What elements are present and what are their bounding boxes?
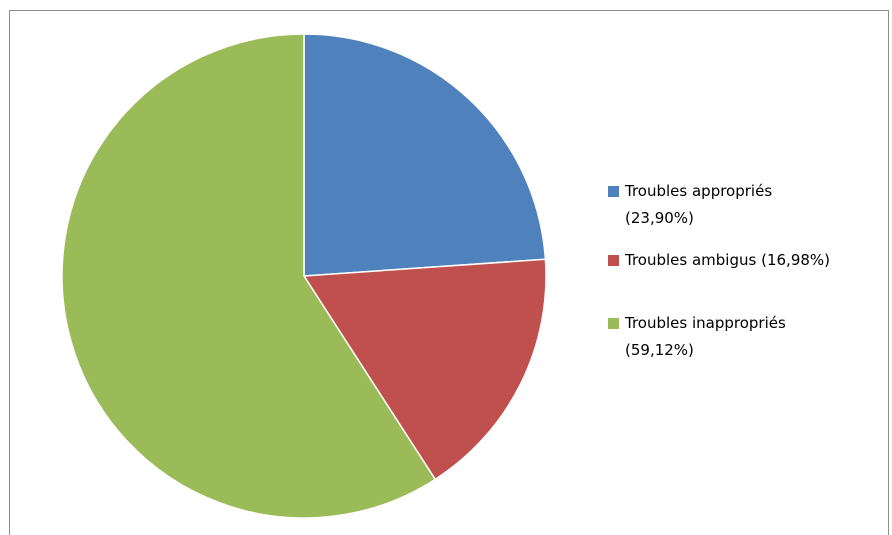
pie-slice-ambigus [302, 258, 547, 481]
pie-slice-inappropries [61, 33, 437, 519]
pie-slices [61, 33, 547, 519]
legend-item-appropries: Troubles appropriés (23,90%) [608, 178, 888, 232]
legend-label-inappropries: Troubles inappropriés [625, 314, 786, 332]
legend-swatch-ambigus [608, 255, 619, 266]
legend-label-ambigus: Troubles ambigus (16,98%) [625, 247, 888, 274]
legend-swatch-inappropries [608, 318, 619, 329]
legend-label-appropries: Troubles appropriés [625, 182, 773, 200]
legend-item-inappropries: Troubles inappropriés (59,12%) [608, 310, 888, 364]
legend: Troubles appropriés (23,90%) Troubles am… [608, 178, 888, 379]
legend-label-ambigus-text: Troubles ambigus [625, 251, 757, 269]
pie-slice-appropries [303, 33, 547, 277]
legend-value-inappropries: (59,12%) [625, 341, 694, 359]
legend-value-ambigus: (16,98%) [761, 251, 831, 269]
legend-swatch-appropries [608, 186, 619, 197]
legend-value-appropries: (23,90%) [625, 209, 694, 227]
legend-item-ambigus: Troubles ambigus (16,98%) [608, 247, 888, 274]
